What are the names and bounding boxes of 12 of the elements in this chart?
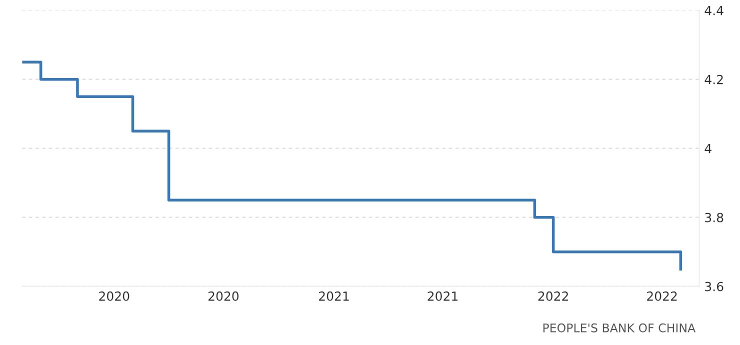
x-tick-label: 2021 (319, 291, 349, 301)
y-tick-label: 4.2 (704, 74, 723, 84)
y-tick-label: 3.8 (705, 212, 724, 222)
y-tick-label: 4 (704, 144, 712, 154)
text: PEOPLE'S BANK OF CHINA (543, 323, 696, 332)
y-tick-label: 4.4 (704, 6, 724, 16)
x-tick-label: 2020 (208, 291, 239, 301)
x-tick-label: 2021 (428, 291, 458, 301)
x-tick-label: 2022 (647, 291, 677, 301)
y-tick-label: 3.6 (705, 282, 724, 292)
x-tick-label: 2020 (99, 291, 130, 301)
x-tick-label: 2022 (538, 291, 568, 301)
